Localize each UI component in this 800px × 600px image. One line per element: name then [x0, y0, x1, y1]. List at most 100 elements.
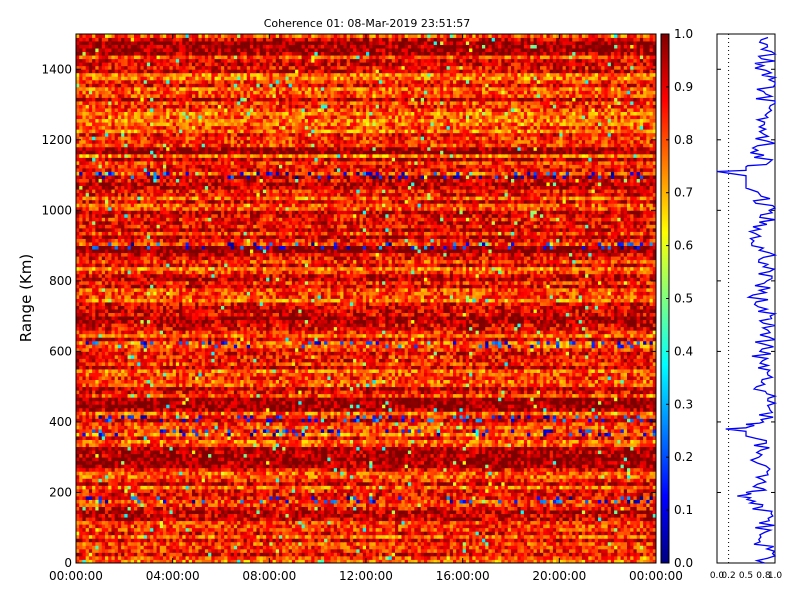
- heatmap-cell: [124, 531, 128, 536]
- heatmap-cell: [459, 503, 464, 507]
- heatmap-cell: [288, 471, 293, 476]
- heatmap-cell: [523, 520, 528, 525]
- heatmap-cell: [398, 474, 402, 479]
- heatmap-cell: [649, 559, 654, 564]
- heatmap-cell: [301, 513, 306, 518]
- heatmap-cell: [101, 474, 106, 479]
- heatmap-cell: [262, 517, 267, 522]
- heatmap-cell: [623, 552, 628, 557]
- heatmap-cell: [375, 471, 380, 476]
- heatmap-cell: [169, 492, 174, 497]
- heatmap-cell: [372, 464, 377, 469]
- heatmap-cell: [366, 506, 370, 511]
- heatmap-cell: [382, 517, 386, 522]
- heatmap-cell: [575, 481, 580, 486]
- heatmap-cell: [456, 488, 460, 493]
- heatmap-cell: [346, 478, 351, 483]
- heatmap-cell: [395, 474, 399, 479]
- heatmap-cell: [253, 552, 257, 557]
- heatmap-cell: [530, 499, 534, 504]
- heatmap-cell: [311, 488, 315, 493]
- heatmap-cell: [372, 548, 377, 553]
- heatmap-cell: [146, 552, 151, 557]
- heatmap-cell: [378, 478, 383, 483]
- heatmap-cell: [156, 506, 161, 511]
- heatmap-cell: [414, 548, 418, 553]
- heatmap-cell: [581, 474, 586, 479]
- heatmap-cell: [146, 495, 151, 500]
- heatmap-cell: [108, 517, 112, 522]
- heatmap-cell: [240, 527, 244, 532]
- heatmap-cell: [549, 510, 554, 515]
- heatmap-cell: [594, 478, 599, 483]
- heatmap-cell: [607, 559, 612, 564]
- heatmap-cell: [552, 555, 557, 560]
- heatmap-cell: [411, 555, 415, 560]
- heatmap-cell: [517, 552, 522, 557]
- heatmap-cell: [469, 492, 473, 497]
- heatmap-cell: [617, 506, 621, 511]
- heatmap-cell: [485, 481, 489, 486]
- heatmap-cell: [311, 517, 315, 522]
- heatmap-cell: [85, 552, 90, 557]
- heatmap-cell: [124, 485, 128, 490]
- heatmap-cell: [143, 481, 148, 486]
- heatmap-cell: [475, 545, 480, 550]
- heatmap-cell: [395, 527, 399, 532]
- heatmap-cell: [417, 548, 422, 553]
- heatmap-cell: [459, 545, 464, 550]
- heatmap-cell: [282, 552, 286, 557]
- heatmap-cell: [143, 474, 148, 479]
- heatmap-cell: [198, 531, 203, 536]
- heatmap-cell: [543, 474, 547, 479]
- heatmap-cell: [453, 481, 457, 486]
- heatmap-cell: [424, 467, 428, 472]
- heatmap-cell: [108, 548, 112, 553]
- heatmap-cell: [601, 499, 605, 504]
- heatmap-cell: [440, 552, 444, 557]
- heatmap-cell: [636, 524, 641, 529]
- heatmap-cell: [227, 541, 232, 546]
- heatmap-cell: [533, 545, 538, 550]
- heatmap-cell: [246, 559, 251, 564]
- heatmap-cell: [182, 471, 186, 476]
- heatmap-cell: [166, 506, 170, 511]
- heatmap-cell: [562, 471, 567, 476]
- heatmap-cell: [372, 555, 377, 560]
- heatmap-cell: [169, 506, 174, 511]
- heatmap-cell: [356, 485, 360, 490]
- heatmap-cell: [85, 513, 90, 518]
- heatmap-cell: [614, 520, 618, 525]
- heatmap-cell: [565, 527, 570, 532]
- heatmap-cell: [308, 545, 312, 550]
- heatmap-cell: [98, 541, 103, 546]
- heatmap-cell: [456, 485, 460, 490]
- heatmap-cell: [433, 481, 438, 486]
- heatmap-cell: [607, 495, 612, 500]
- heatmap-cell: [417, 474, 422, 479]
- heatmap-cell: [581, 495, 586, 500]
- heatmap-cell: [414, 488, 418, 493]
- heatmap-cell: [652, 499, 657, 504]
- heatmap-cell: [610, 541, 615, 546]
- heatmap-cell: [459, 534, 464, 539]
- heatmap-cell: [259, 492, 264, 497]
- heatmap-cell: [369, 555, 373, 560]
- heatmap-cell: [85, 506, 90, 511]
- heatmap-cell: [114, 467, 119, 472]
- heatmap-cell: [407, 517, 412, 522]
- heatmap-cell: [427, 524, 431, 529]
- heatmap-cell: [163, 538, 167, 543]
- heatmap-cell: [221, 481, 225, 486]
- heatmap-cell: [172, 531, 177, 536]
- heatmap-cell: [646, 534, 650, 539]
- heatmap-cell: [356, 548, 360, 553]
- heatmap-cell: [446, 548, 451, 553]
- heatmap-cell: [308, 559, 312, 564]
- heatmap-cell: [443, 538, 447, 543]
- heatmap-cell: [362, 524, 367, 529]
- heatmap-cell: [134, 548, 138, 553]
- heatmap-cell: [536, 538, 541, 543]
- heatmap-cell: [549, 485, 554, 490]
- heatmap-cell: [82, 538, 87, 543]
